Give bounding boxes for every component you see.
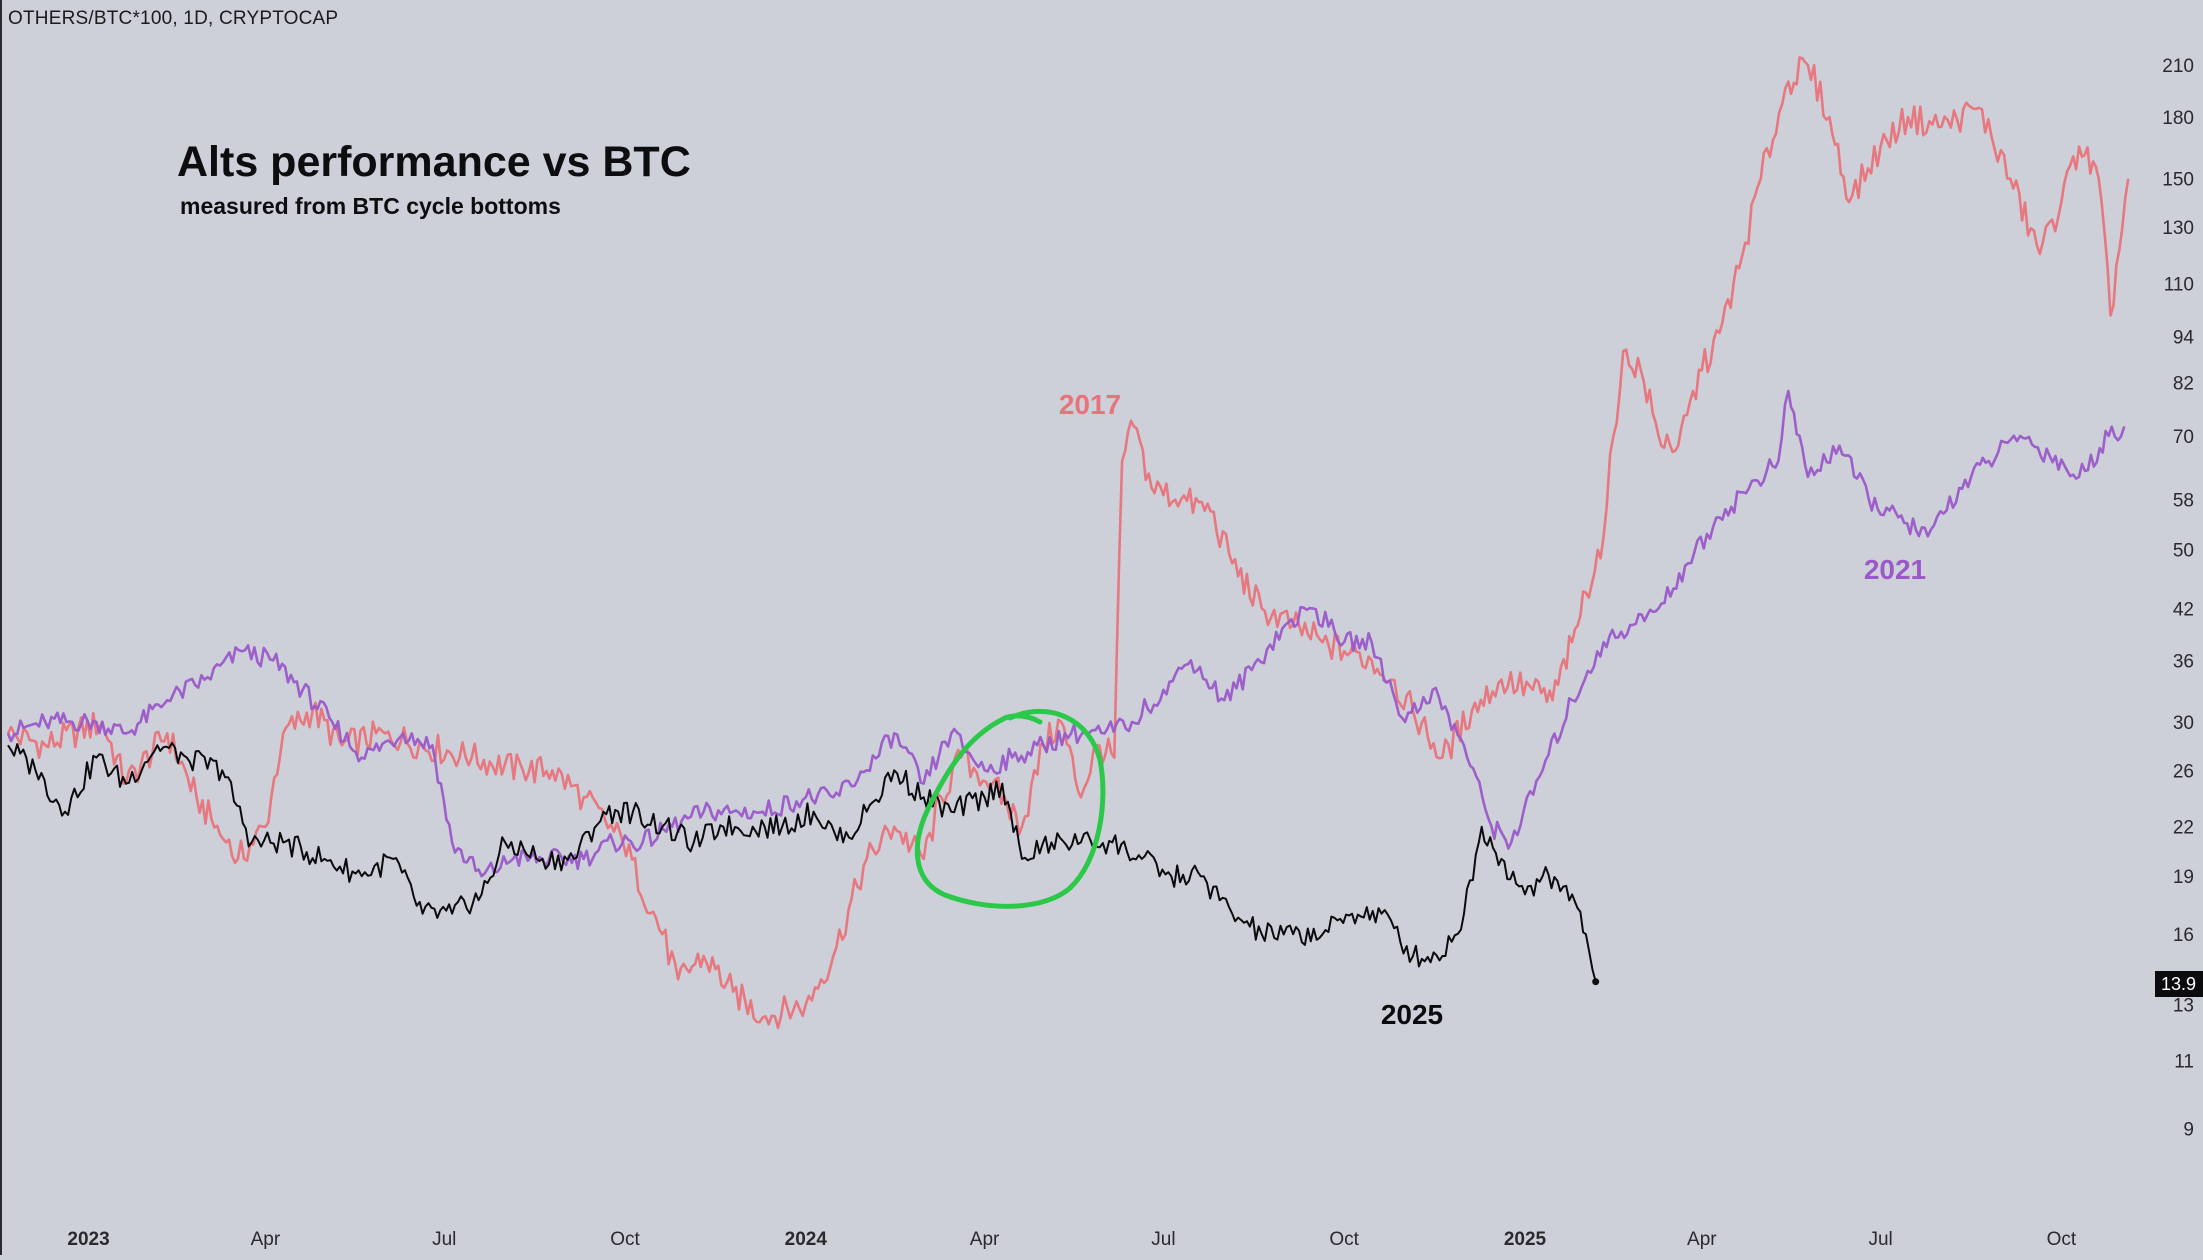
x-axis-tick-label: Apr bbox=[1687, 1229, 1717, 1250]
y-axis-tick-label: 22 bbox=[2173, 818, 2194, 839]
series-annotation-2017: 2017 bbox=[1059, 389, 1121, 420]
y-axis-tick-label: 130 bbox=[2162, 218, 2194, 239]
x-axis-tick-label: Jul bbox=[432, 1229, 456, 1250]
y-axis-tick-label: 94 bbox=[2173, 327, 2195, 348]
x-axis-tick-label: 2025 bbox=[1504, 1229, 1547, 1250]
x-axis-tick-label: Apr bbox=[970, 1229, 1000, 1250]
y-axis-tick-label: 9 bbox=[2183, 1119, 2194, 1140]
y-axis-tick-label: 150 bbox=[2162, 170, 2194, 191]
y-axis-tick-label: 70 bbox=[2173, 427, 2194, 448]
symbol-label[interactable]: OTHERS/BTC*100, 1D, CRYPTOCAP bbox=[8, 8, 339, 29]
chart-title: Alts performance vs BTC bbox=[177, 138, 691, 186]
hand-drawn-green-circle-icon bbox=[914, 708, 1106, 909]
x-axis-tick-label: Oct bbox=[1329, 1229, 1359, 1250]
x-axis-tick-label: Jul bbox=[1868, 1229, 1892, 1250]
y-axis-tick-label: 16 bbox=[2173, 925, 2194, 946]
y-axis-tick-label: 82 bbox=[2173, 374, 2194, 395]
y-axis-tick-label: 42 bbox=[2173, 599, 2194, 620]
x-axis-tick-label: Oct bbox=[610, 1229, 640, 1250]
series-line-2021 bbox=[6, 389, 2126, 878]
y-axis-tick-label: 36 bbox=[2173, 651, 2194, 672]
y-axis-tick-label: 210 bbox=[2162, 56, 2194, 77]
series-line-2017 bbox=[6, 56, 2130, 1030]
y-axis-tick-label: 11 bbox=[2174, 1052, 2194, 1073]
y-axis-tick-label: 110 bbox=[2164, 274, 2194, 295]
y-axis-tick-label: 50 bbox=[2173, 541, 2194, 562]
x-axis-tick-label: Apr bbox=[251, 1229, 281, 1250]
current-value-badge: 13.9 bbox=[2155, 971, 2203, 997]
x-axis-tick-label: Oct bbox=[2047, 1229, 2077, 1250]
y-axis-tick-label: 19 bbox=[2173, 867, 2194, 888]
y-axis-tick-label: 26 bbox=[2173, 761, 2194, 782]
y-axis-tick-label: 30 bbox=[2173, 713, 2194, 734]
x-axis-tick-label: 2024 bbox=[785, 1229, 828, 1250]
series-annotation-2025: 2025 bbox=[1381, 999, 1443, 1030]
y-axis-tick-label: 13 bbox=[2173, 995, 2194, 1016]
x-axis-tick-label: 2023 bbox=[67, 1229, 109, 1250]
y-axis-tick-label: 58 bbox=[2173, 490, 2194, 511]
series-end-dot-2025 bbox=[1592, 978, 1600, 986]
chart-left-border bbox=[0, 0, 2, 1255]
x-axis-tick-label: Jul bbox=[1151, 1229, 1175, 1250]
chart-subtitle: measured from BTC cycle bottoms bbox=[180, 193, 561, 219]
series-line-2025 bbox=[7, 741, 1597, 982]
series-annotation-2021: 2021 bbox=[1864, 554, 1926, 585]
y-axis-tick-label: 180 bbox=[2162, 108, 2194, 129]
